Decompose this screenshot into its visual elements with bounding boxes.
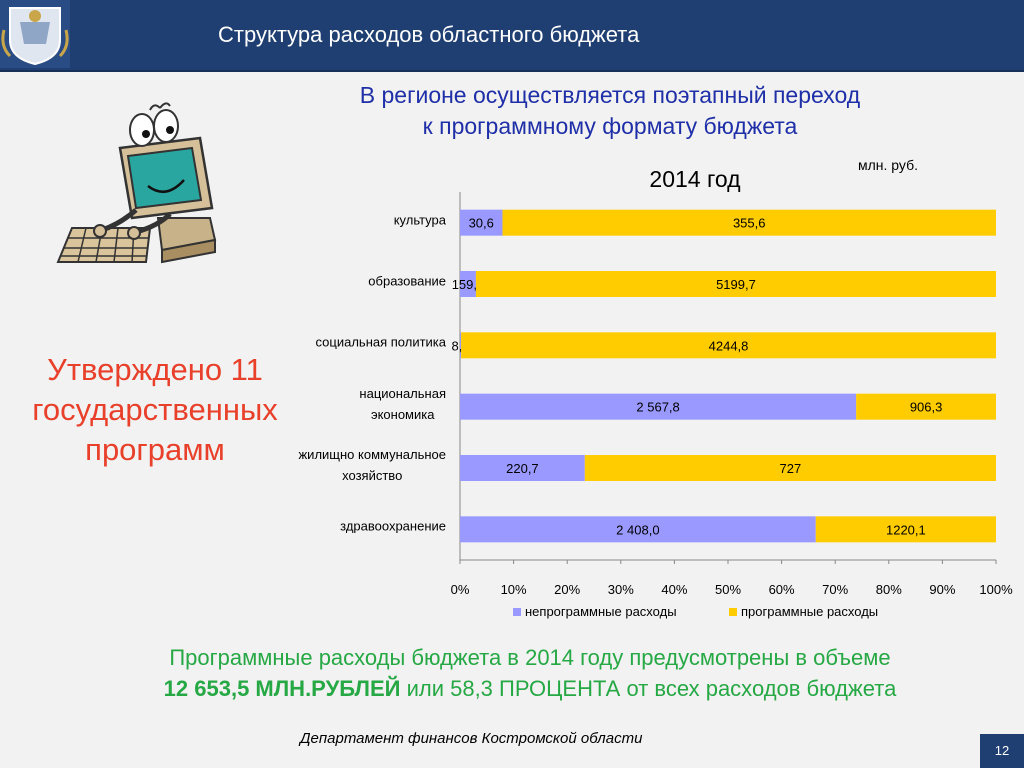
page-number: 12 (980, 734, 1024, 768)
approved-line-3: программ (85, 432, 225, 467)
x-tick-label: 70% (822, 582, 848, 597)
summary-text: Программные расходы бюджета в 2014 году … (60, 642, 1000, 704)
data-label: 2 408,0 (616, 522, 659, 537)
bar-non-program (460, 516, 816, 543)
approved-programs-text: Утверждено 11 государственных программ (0, 350, 310, 470)
bar-program (856, 393, 996, 420)
x-tick-label: 10% (501, 582, 527, 597)
subtitle-line-2: к программному формату бюджета (422, 113, 798, 139)
x-tick-label: 40% (661, 582, 687, 597)
category-label-line: культура (393, 212, 446, 228)
bar-program (502, 209, 996, 236)
category-label-line: образование (368, 273, 446, 289)
data-label: 5199,7 (716, 277, 756, 292)
category-label-line: национальная (359, 385, 446, 401)
data-label: 2 567,8 (636, 400, 679, 415)
data-label: 355,6 (733, 216, 766, 231)
data-label: 220,7 (506, 461, 539, 476)
summary-line-1: Программные расходы бюджета в 2014 году … (169, 645, 891, 670)
bar-program (475, 271, 996, 297)
x-tick-label: 80% (876, 582, 902, 597)
x-tick-label: 20% (554, 582, 580, 597)
page-title: Структура расходов областного бюджета (218, 22, 640, 47)
bar-program (815, 516, 996, 543)
category-label-line: жилищно коммунальное (298, 447, 446, 462)
bar-non-program (460, 393, 857, 420)
bar-non-program (460, 455, 585, 481)
summary-line-2-rest: или 58,3 ПРОЦЕНТА от всех расходов бюдже… (400, 676, 897, 701)
x-tick-label: 60% (769, 582, 795, 597)
legend-label: программные расходы (741, 604, 878, 619)
x-tick-label: 50% (715, 582, 741, 597)
x-tick-label: 0% (451, 582, 470, 597)
department-name: Департамент финансов Костромской области (300, 730, 643, 747)
chart-title: 2014 год (649, 166, 741, 192)
cartoon-computer-icon (56, 102, 217, 264)
header-bar: Структура расходов областного бюджета (0, 0, 1024, 72)
bar-non-program (460, 332, 462, 359)
approved-line-1: Утверждено 11 (47, 352, 263, 387)
x-tick-label: 100% (979, 582, 1013, 597)
chart-unit-label: млн. руб. (858, 157, 918, 173)
data-label: 906,3 (910, 400, 943, 415)
summary-line-2: 12 653,5 МЛН.РУБЛЕЙ или 58,3 ПРОЦЕНТА от… (60, 673, 1000, 704)
category-label-line: хозяйство (342, 468, 403, 483)
category-label: жилищно коммунальное хозяйство (298, 444, 446, 486)
approved-line-2: государственных (32, 392, 278, 427)
category-label: образование (368, 271, 446, 292)
x-tick-label: 30% (608, 582, 634, 597)
category-label-line: экономика (370, 406, 435, 422)
coat-of-arms-icon (0, 0, 70, 68)
bar-program (461, 332, 996, 359)
category-label-line: социальная политика (315, 334, 446, 350)
bar-non-program (460, 209, 503, 236)
legend-swatch (513, 608, 521, 616)
data-label: 1220,1 (886, 522, 926, 537)
summary-amount: 12 653,5 МЛН.РУБЛЕЙ (163, 676, 401, 701)
data-label: 30,6 (469, 216, 494, 231)
bar-non-program (460, 271, 476, 297)
category-label-line: здравоохранение (340, 518, 446, 534)
category-label: национальная экономика (359, 383, 446, 425)
data-label: 727 (780, 461, 802, 476)
category-label: социальная политика (316, 332, 446, 353)
category-label: здравоохранение (340, 516, 446, 537)
bar-program (584, 455, 996, 481)
subtitle-line-1: В регионе осуществляется поэтапный перех… (359, 82, 861, 108)
category-label: культура (394, 209, 446, 230)
subtitle: В регионе осуществляется поэтапный перех… (240, 80, 980, 142)
legend-swatch (729, 608, 737, 616)
data-label: 4244,8 (709, 338, 749, 353)
x-tick-label: 90% (929, 582, 955, 597)
legend-label: непрограммные расходы (525, 604, 677, 619)
